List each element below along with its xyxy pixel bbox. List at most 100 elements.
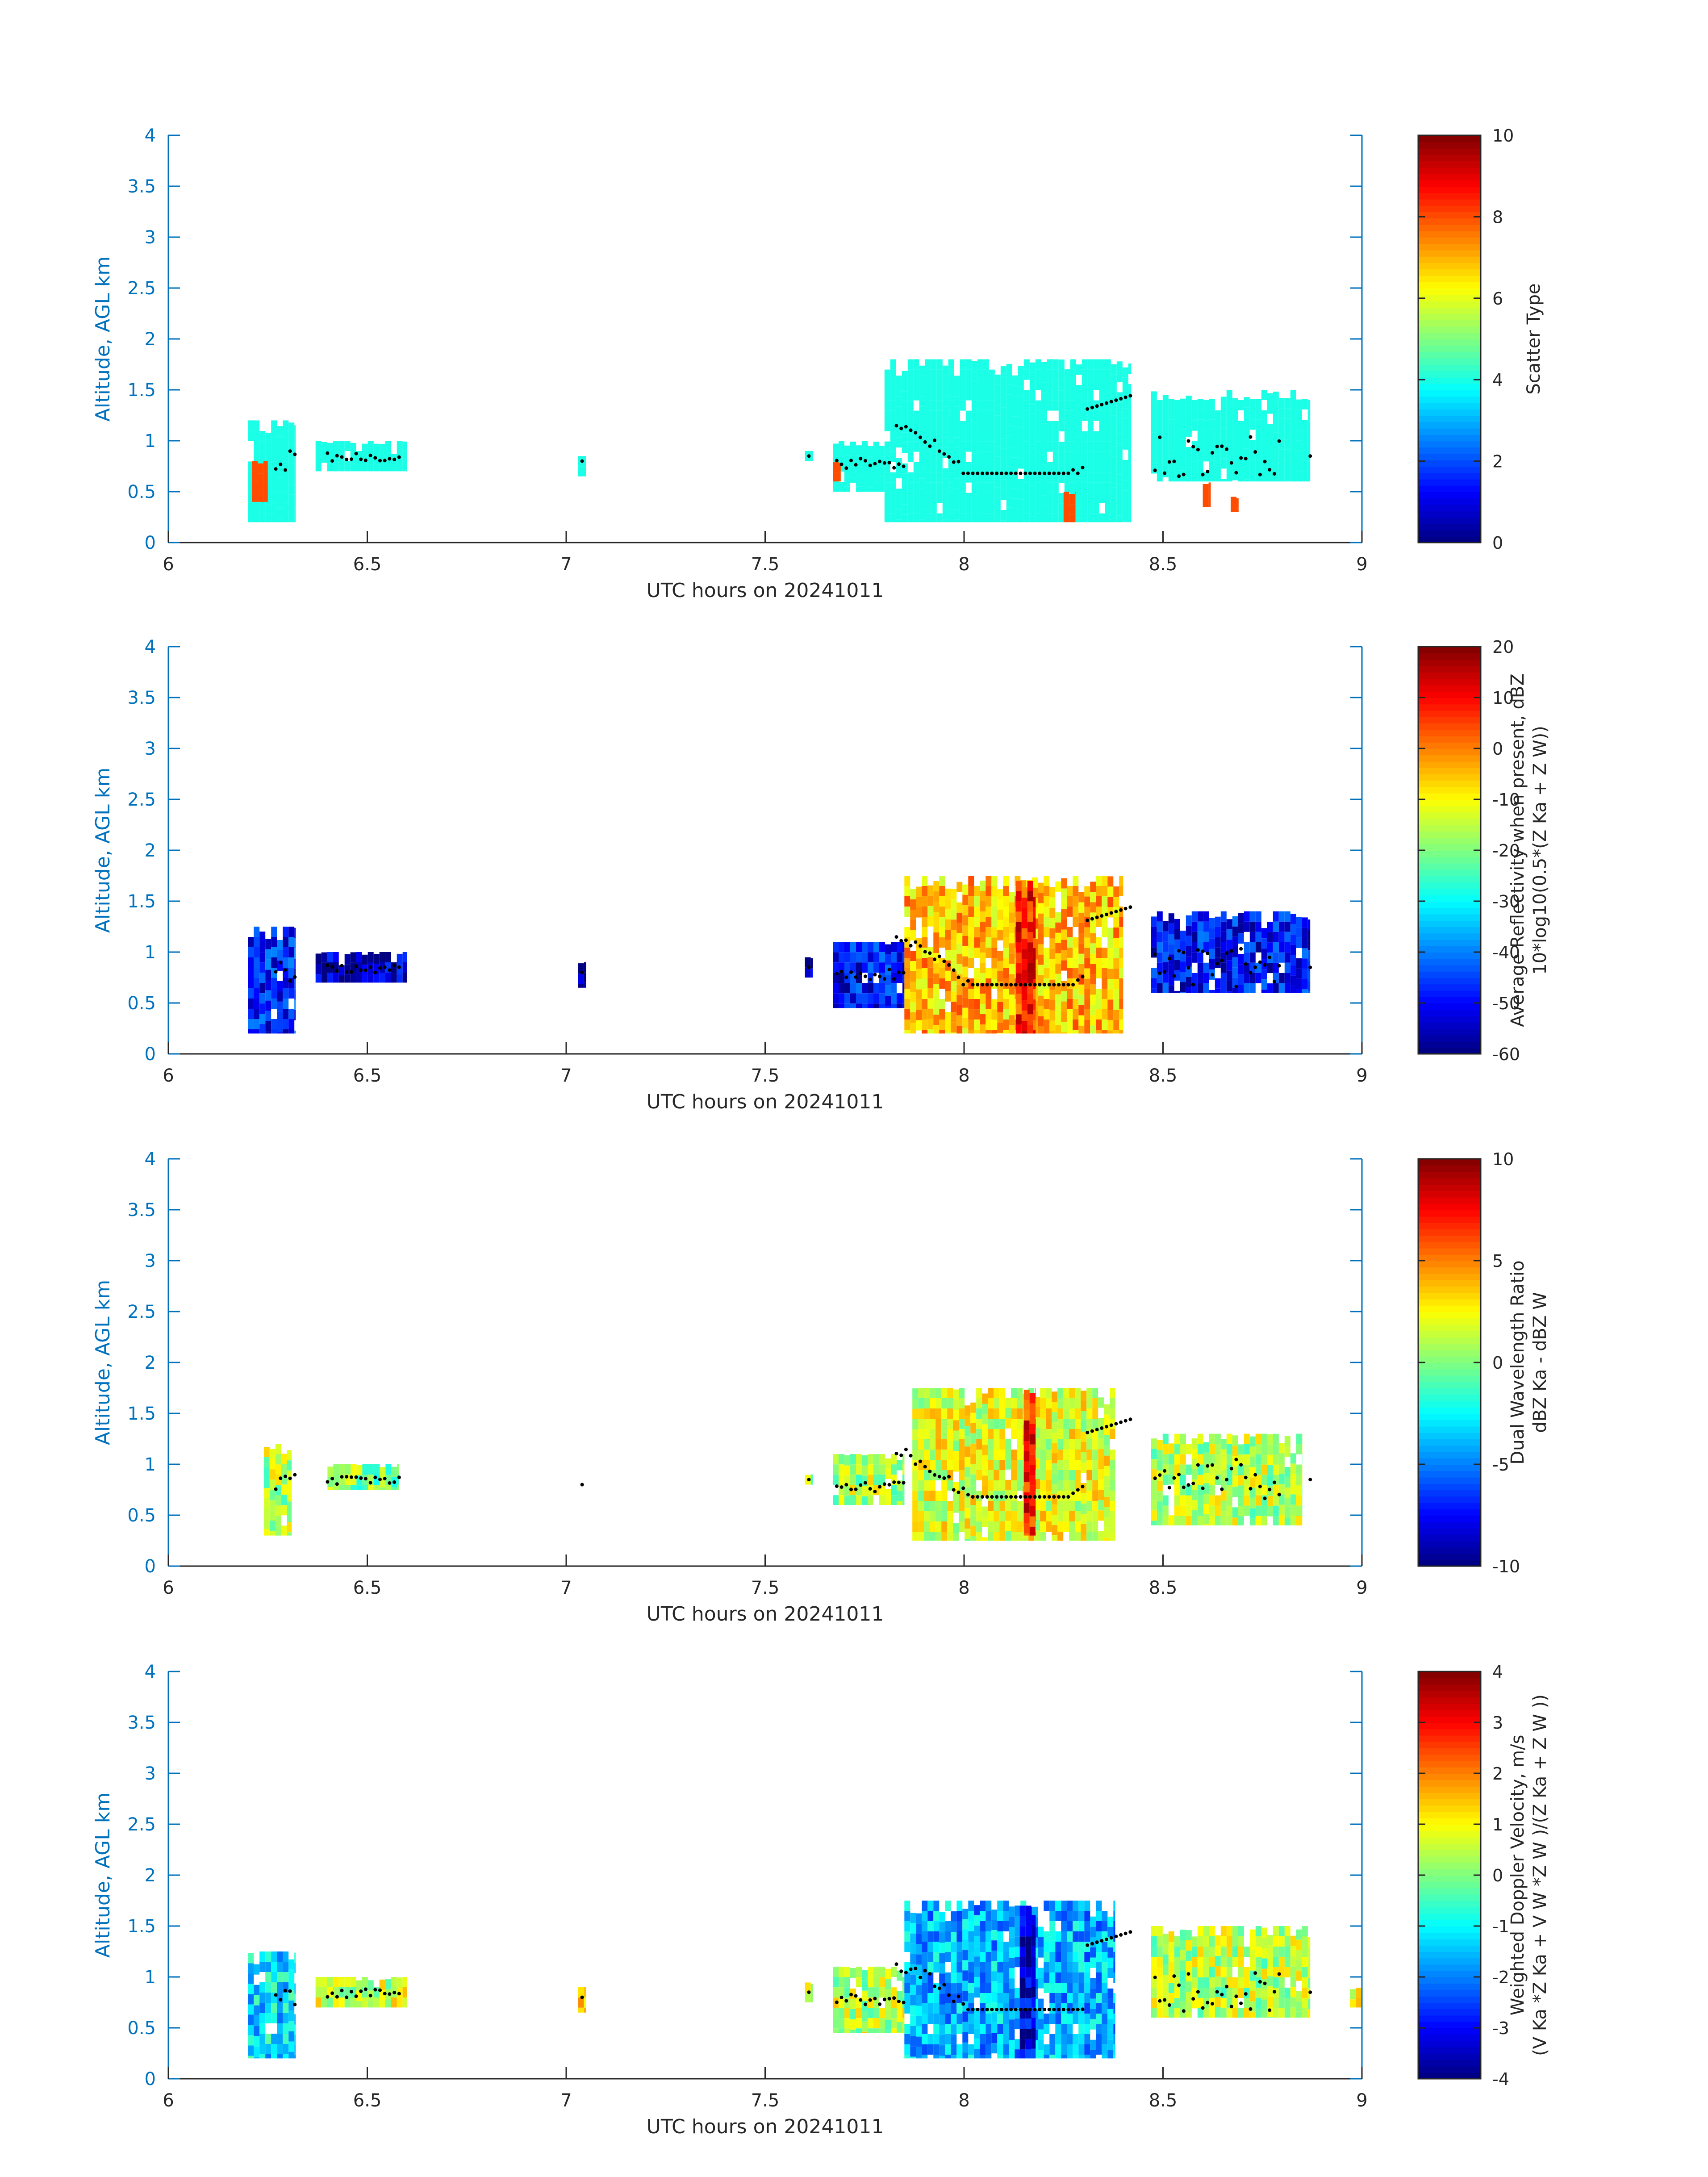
heatmap-cell (1102, 1020, 1108, 1030)
heatmap-cell (862, 942, 868, 953)
heatmap-cell (941, 1398, 948, 1408)
heatmap-cell (1052, 380, 1059, 390)
heatmap-cell (1168, 1454, 1174, 1464)
colorbar-band (1418, 1324, 1481, 1331)
heatmap-cell (1081, 1514, 1087, 1524)
heatmap-cell (1273, 1464, 1279, 1475)
y-tick-label: 2.5 (127, 790, 156, 810)
heatmap-cell (942, 509, 948, 520)
heatmap-cell (1021, 949, 1027, 960)
altitude-dot (1019, 983, 1023, 986)
heatmap-cell (1226, 1936, 1232, 1947)
heatmap-cell (362, 1485, 368, 1490)
heatmap-cell (939, 2004, 945, 2015)
altitude-dot (1215, 444, 1219, 448)
altitude-dot (947, 1993, 951, 1997)
heatmap-cell (902, 371, 908, 381)
heatmap-cell (991, 1971, 998, 1982)
altitude-dot (1225, 1478, 1229, 1482)
heatmap-cell (916, 1944, 922, 1955)
heatmap-cell (862, 2021, 868, 2032)
heatmap-cell (1027, 983, 1033, 994)
heatmap-cell (356, 2001, 362, 2008)
heatmap-cell (315, 451, 322, 461)
heatmap-cell (953, 1430, 959, 1441)
heatmap-cell (1084, 1972, 1090, 1983)
heatmap-cell (350, 952, 356, 963)
colorbar-band (1418, 850, 1481, 857)
heatmap-cell (936, 400, 943, 411)
heatmap-cell (1290, 2007, 1296, 2018)
altitude-dot (580, 1483, 584, 1487)
heatmap-cell (275, 1485, 281, 1496)
heatmap-cell (1249, 419, 1256, 430)
heatmap-cell (1197, 952, 1203, 963)
heatmap-cell (1031, 2018, 1036, 2028)
heatmap-cell (965, 493, 972, 503)
heatmap-cell (910, 1964, 916, 1975)
heatmap-cell (896, 499, 902, 510)
altitude-dot (1225, 1985, 1229, 1989)
heatmap-cell (1061, 1972, 1067, 1983)
heatmap-cell (283, 927, 289, 937)
heatmap-cell (1033, 1030, 1036, 1034)
heatmap-cell (1041, 382, 1047, 393)
altitude-dot (1081, 465, 1085, 469)
heatmap-cell (991, 1992, 998, 2002)
heatmap-cell (1012, 396, 1018, 406)
heatmap-cell (1255, 430, 1261, 440)
heatmap-cell (891, 1495, 897, 1505)
heatmap-cell (947, 1501, 953, 1511)
heatmap-cell (1209, 1988, 1215, 1998)
heatmap-cell (1122, 418, 1128, 429)
heatmap-cell (1255, 973, 1261, 983)
heatmap-cell (1090, 1025, 1096, 1034)
altitude-dot (961, 2002, 965, 2006)
colorbar-band (1418, 1337, 1481, 1344)
altitude-dot (1229, 2005, 1233, 2009)
altitude-dot (359, 968, 363, 972)
altitude-dot (873, 973, 877, 977)
heatmap-cell (1197, 1967, 1203, 1977)
heatmap-cell (1070, 472, 1076, 483)
heatmap-cell (997, 930, 1003, 940)
heatmap-cell (1302, 1505, 1303, 1516)
heatmap-cell (338, 1997, 345, 2008)
heatmap-cell (916, 1913, 922, 1924)
x-axis-label: UTC hours on 20241011 (647, 1603, 884, 1625)
heatmap-cell (1244, 397, 1250, 408)
heatmap-cell (935, 1450, 942, 1460)
heatmap-cell (333, 461, 339, 472)
heatmap-cell (1069, 494, 1075, 505)
heatmap-cell (1174, 1988, 1180, 1998)
heatmap-cell (1019, 1977, 1026, 1988)
heatmap-cell (277, 981, 283, 991)
heatmap-cell (1029, 1516, 1036, 1527)
heatmap-cell (962, 956, 969, 967)
heatmap-cell (1180, 1464, 1186, 1475)
heatmap-cell (936, 513, 943, 522)
altitude-dots (274, 905, 1312, 989)
altitude-dot (999, 1495, 1003, 1499)
altitude-dot (919, 1459, 922, 1463)
altitude-dot (1061, 983, 1065, 986)
heatmap-cell (912, 1501, 919, 1512)
heatmap-cell (333, 1464, 339, 1475)
heatmap-cell (1087, 482, 1094, 493)
colorbar-band (1418, 1343, 1481, 1350)
heatmap-cell (1284, 2008, 1290, 2018)
heatmap-cell (321, 1987, 327, 1997)
colorbar-band (1418, 748, 1481, 756)
heatmap-cell (288, 988, 295, 999)
heatmap-cell (912, 1532, 919, 1541)
heatmap-cell (1180, 429, 1186, 440)
colorbar-band (1418, 927, 1481, 934)
heatmap-cell (1180, 931, 1186, 941)
heatmap-cell (248, 502, 254, 513)
heatmap-cell (402, 1997, 407, 2008)
heatmap-cell (1006, 394, 1012, 405)
heatmap-cell (907, 410, 914, 421)
heatmap-cell (965, 462, 972, 472)
altitude-dot (1019, 2008, 1023, 2011)
